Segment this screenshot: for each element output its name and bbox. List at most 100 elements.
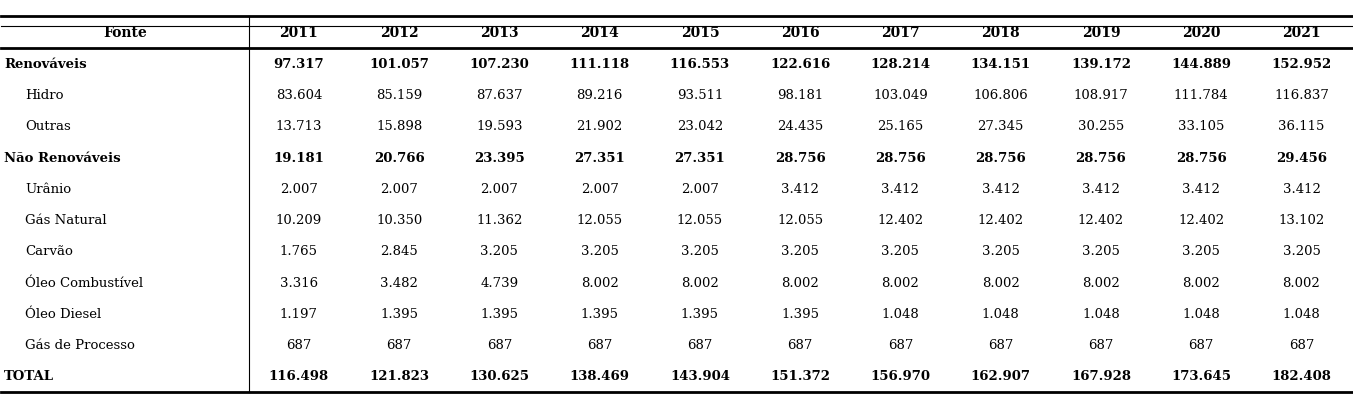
Text: 2.007: 2.007 [280,182,318,195]
Text: 687: 687 [387,338,411,351]
Text: 128.214: 128.214 [870,58,931,71]
Text: 2.007: 2.007 [681,182,718,195]
Text: 139.172: 139.172 [1072,58,1131,71]
Text: 1.048: 1.048 [1183,307,1220,320]
Text: 156.970: 156.970 [870,370,931,383]
Text: Gás Natural: Gás Natural [26,214,107,227]
Text: 89.216: 89.216 [576,89,622,102]
Text: 687: 687 [687,338,713,351]
Text: 2.007: 2.007 [580,182,618,195]
Text: 687: 687 [487,338,511,351]
Text: 15.898: 15.898 [376,120,422,133]
Text: TOTAL: TOTAL [4,370,54,383]
Text: Óleo Diesel: Óleo Diesel [26,307,101,320]
Text: 162.907: 162.907 [970,370,1031,383]
Text: 3.412: 3.412 [1283,182,1321,195]
Text: 2020: 2020 [1183,26,1220,40]
Text: Outras: Outras [26,120,72,133]
Text: Carvão: Carvão [26,245,73,258]
Text: 1.395: 1.395 [380,307,418,320]
Text: 1.395: 1.395 [681,307,718,320]
Text: 101.057: 101.057 [369,58,429,71]
Text: 3.205: 3.205 [1082,245,1120,258]
Text: 687: 687 [787,338,813,351]
Text: 30.255: 30.255 [1078,120,1124,133]
Text: 97.317: 97.317 [273,58,325,71]
Text: 98.181: 98.181 [777,89,823,102]
Text: 12.055: 12.055 [676,214,723,227]
Text: 1.048: 1.048 [982,307,1020,320]
Text: 33.105: 33.105 [1178,120,1224,133]
Text: 12.402: 12.402 [1178,214,1224,227]
Text: 687: 687 [1088,338,1114,351]
Text: 8.002: 8.002 [1082,276,1120,289]
Text: 2018: 2018 [981,26,1020,40]
Text: 8.002: 8.002 [982,276,1020,289]
Text: 12.055: 12.055 [777,214,823,227]
Text: 28.756: 28.756 [976,151,1026,164]
Text: 2012: 2012 [380,26,418,40]
Text: 3.205: 3.205 [681,245,718,258]
Text: 13.102: 13.102 [1279,214,1325,227]
Text: 2015: 2015 [681,26,720,40]
Text: 13.713: 13.713 [276,120,322,133]
Text: 1.197: 1.197 [280,307,318,320]
Text: 12.402: 12.402 [978,214,1024,227]
Text: 3.205: 3.205 [480,245,518,258]
Text: 8.002: 8.002 [882,276,919,289]
Text: 3.412: 3.412 [1183,182,1220,195]
Text: 167.928: 167.928 [1072,370,1131,383]
Text: 138.469: 138.469 [570,370,629,383]
Text: 12.402: 12.402 [877,214,924,227]
Text: 130.625: 130.625 [469,370,529,383]
Text: 25.165: 25.165 [877,120,924,133]
Text: Gás de Processo: Gás de Processo [26,338,135,351]
Text: 8.002: 8.002 [580,276,618,289]
Text: 83.604: 83.604 [276,89,322,102]
Text: 4.739: 4.739 [480,276,518,289]
Text: 12.402: 12.402 [1078,214,1124,227]
Text: 2014: 2014 [580,26,620,40]
Text: 3.205: 3.205 [1283,245,1321,258]
Text: 3.412: 3.412 [1082,182,1120,195]
Text: Não Renováveis: Não Renováveis [4,151,120,164]
Text: 687: 687 [587,338,613,351]
Text: 687: 687 [1188,338,1214,351]
Text: 21.902: 21.902 [576,120,622,133]
Text: 3.412: 3.412 [982,182,1020,195]
Text: 20.766: 20.766 [373,151,425,164]
Text: 103.049: 103.049 [873,89,928,102]
Text: Hidro: Hidro [26,89,64,102]
Text: 28.756: 28.756 [1076,151,1126,164]
Text: 2019: 2019 [1081,26,1120,40]
Text: 29.456: 29.456 [1276,151,1327,164]
Text: 2017: 2017 [881,26,920,40]
Text: Fonte: Fonte [103,26,147,40]
Text: 36.115: 36.115 [1279,120,1325,133]
Text: 687: 687 [1289,338,1314,351]
Text: 116.837: 116.837 [1275,89,1329,102]
Text: 1.395: 1.395 [580,307,618,320]
Text: 687: 687 [888,338,913,351]
Text: 2011: 2011 [280,26,318,40]
Text: Óleo Combustível: Óleo Combustível [26,276,143,289]
Text: 687: 687 [285,338,311,351]
Text: 107.230: 107.230 [469,58,529,71]
Text: 144.889: 144.889 [1172,58,1231,71]
Text: 87.637: 87.637 [476,89,522,102]
Text: 2021: 2021 [1283,26,1321,40]
Text: 93.511: 93.511 [676,89,723,102]
Text: 111.118: 111.118 [570,58,629,71]
Text: 106.806: 106.806 [973,89,1028,102]
Text: 8.002: 8.002 [781,276,819,289]
Text: 85.159: 85.159 [376,89,422,102]
Text: 3.205: 3.205 [882,245,919,258]
Text: 152.952: 152.952 [1272,58,1331,71]
Text: 3.205: 3.205 [982,245,1020,258]
Text: 23.042: 23.042 [676,120,723,133]
Text: 3.482: 3.482 [380,276,418,289]
Text: 27.351: 27.351 [675,151,725,164]
Text: 121.823: 121.823 [369,370,429,383]
Text: Renováveis: Renováveis [4,58,87,71]
Text: 10.209: 10.209 [276,214,322,227]
